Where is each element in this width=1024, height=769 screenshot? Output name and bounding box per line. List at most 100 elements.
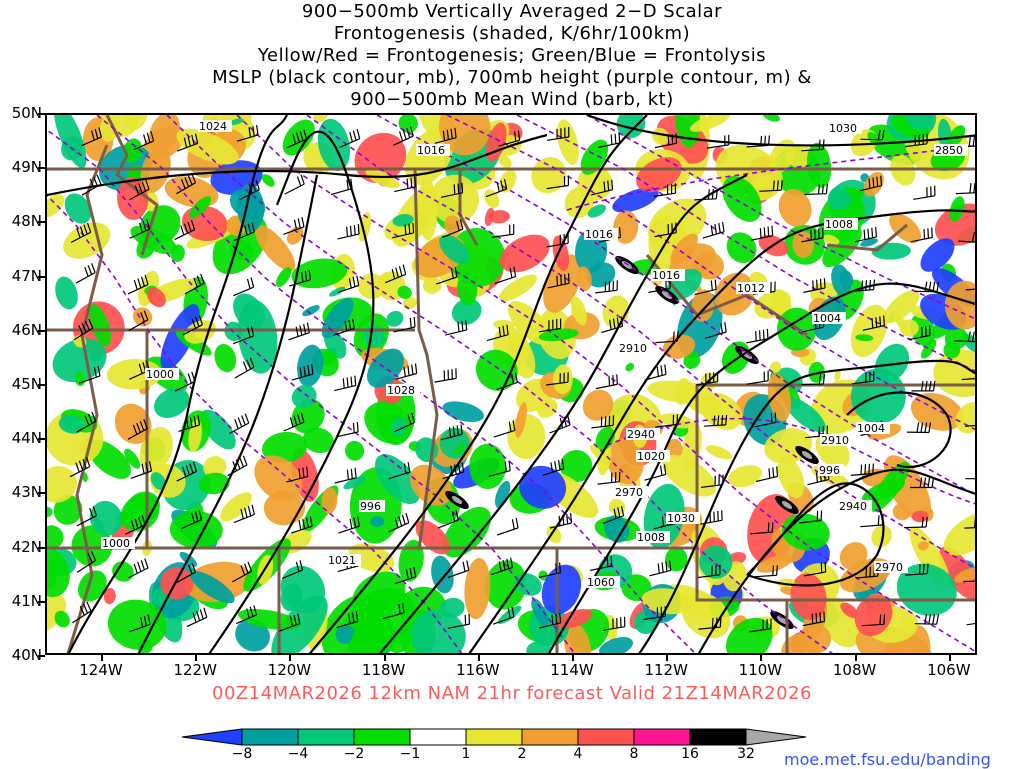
frontogenesis-cell	[598, 292, 633, 331]
frontolysis-cell	[211, 341, 239, 374]
scale-segment	[522, 729, 578, 745]
height-label: 2940	[626, 428, 660, 441]
lon-tick	[572, 655, 574, 661]
lon-label-106W: 106W	[919, 662, 979, 678]
scale-segment	[466, 729, 522, 745]
frontolysis-cell	[761, 115, 782, 124]
svg-text:1021: 1021	[328, 554, 356, 567]
svg-text:2940: 2940	[839, 500, 867, 513]
lon-tick	[289, 655, 291, 661]
svg-text:1004: 1004	[857, 422, 885, 435]
scale-segment	[578, 729, 634, 745]
scale-label: −4	[278, 746, 318, 762]
scale-segment	[410, 729, 466, 745]
lon-label-120W: 120W	[259, 662, 319, 678]
lat-tick	[38, 601, 45, 603]
height-label: 2910	[618, 342, 652, 355]
frontolysis-cell	[52, 274, 82, 312]
frontolysis-cell	[47, 507, 53, 518]
height-label: 2910	[820, 434, 854, 447]
mslp-label: 1024	[198, 120, 232, 133]
wind-barb	[228, 456, 247, 476]
mslp-label: 1016	[416, 144, 450, 157]
frontolysis-cell	[624, 361, 636, 373]
lat-tick	[38, 167, 45, 169]
svg-text:1008: 1008	[825, 218, 853, 231]
mslp-label: 996	[359, 500, 385, 513]
wind-barb	[700, 510, 722, 524]
lat-label-41N: 41N	[2, 593, 42, 609]
scale-label: −8	[222, 746, 262, 762]
svg-text:2910: 2910	[821, 434, 849, 447]
wind-barb	[907, 422, 931, 432]
scale-label: 4	[558, 746, 598, 762]
title-line-2: Frontogenesis (shaded, K/6hr/100km)	[0, 23, 1024, 44]
wind-barb	[334, 376, 355, 391]
lat-tick	[38, 547, 45, 549]
wind-barb	[435, 368, 457, 382]
lon-tick	[949, 655, 951, 661]
lon-tick	[666, 655, 668, 661]
svg-text:1060: 1060	[587, 576, 615, 589]
wind-barb	[233, 278, 253, 296]
frontolysis-cell	[611, 115, 651, 144]
svg-text:1012: 1012	[737, 282, 765, 295]
lon-label-122W: 122W	[165, 662, 225, 678]
lat-label-44N: 44N	[2, 430, 42, 446]
wind-barb	[965, 469, 977, 479]
lon-label-112W: 112W	[636, 662, 696, 678]
mslp-label: 1020	[636, 450, 670, 463]
mslp-label: 1004	[856, 422, 890, 435]
svg-text:1000: 1000	[102, 537, 130, 550]
lat-label-45N: 45N	[2, 376, 42, 392]
mslp-label: 1008	[636, 531, 670, 544]
mslp-label: 1004	[812, 312, 846, 325]
frontogenesis-cell	[606, 496, 629, 518]
scale-label: 8	[614, 746, 654, 762]
height-label: 2850	[934, 144, 968, 157]
wind-barb	[76, 263, 95, 283]
svg-text:1016: 1016	[652, 269, 680, 282]
svg-text:1000: 1000	[146, 368, 174, 381]
lat-label-50N: 50N	[2, 105, 42, 121]
svg-text:2970: 2970	[615, 486, 643, 499]
mslp-label: 1028	[386, 384, 420, 397]
mslp-label: 1030	[828, 122, 862, 135]
height-label: 2970	[874, 561, 908, 574]
title-line-3: Yellow/Red = Frontogenesis; Green/Blue =…	[0, 45, 1024, 66]
lon-label-124W: 124W	[71, 662, 131, 678]
svg-text:1020: 1020	[637, 450, 665, 463]
svg-text:2910: 2910	[619, 342, 647, 355]
mslp-label: 1060	[586, 576, 620, 589]
lat-label-40N: 40N	[2, 647, 42, 663]
wind-barb	[967, 612, 977, 625]
mslp-label: 996	[818, 464, 844, 477]
wind-barb	[497, 518, 518, 535]
lon-tick	[478, 655, 480, 661]
title-line-4: MSLP (black contour, mb), 700mb height (…	[0, 67, 1024, 88]
mslp-label: 1000	[101, 537, 135, 550]
mslp-label: 1008	[824, 218, 858, 231]
lat-tick	[38, 113, 45, 115]
frontolysis-cell	[301, 303, 322, 318]
svg-text:996: 996	[360, 500, 381, 513]
lat-label-49N: 49N	[2, 159, 42, 175]
mslp-label: 1016	[651, 269, 685, 282]
wind-barb	[851, 464, 874, 476]
frontogenesis-cell	[462, 557, 492, 620]
frontogenesis-cell	[704, 442, 734, 462]
map-panel: 1024 1016 1016 1016 1012 1008 1004 1000 1028 1020…	[45, 113, 977, 655]
color-scale-bar	[180, 728, 845, 746]
svg-text:1008: 1008	[637, 531, 665, 544]
scale-segment	[690, 729, 746, 745]
source-credit: moe.met.fsu.edu/banding	[784, 750, 991, 769]
mslp-label: 1016	[584, 228, 618, 241]
scale-label: −2	[334, 746, 374, 762]
lat-tick	[38, 276, 45, 278]
svg-text:1030: 1030	[667, 512, 695, 525]
scale-segment	[354, 729, 410, 745]
mslp-label: 1012	[736, 282, 770, 295]
forecast-valid-time: 00Z14MAR2026 12km NAM 21hr forecast Vali…	[0, 683, 1024, 704]
scale-label: −1	[390, 746, 430, 762]
scale-label: 32	[726, 746, 766, 762]
